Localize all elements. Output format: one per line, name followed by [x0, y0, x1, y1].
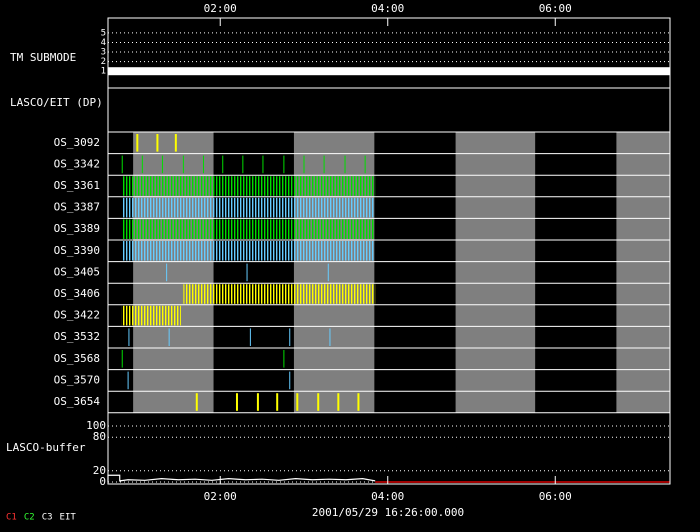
shaded-interval [133, 132, 214, 413]
x-tick-label: 06:00 [539, 2, 572, 15]
date-label: 2001/05/29 16:26:00.000 [312, 506, 464, 519]
legend-entry: EIT [60, 513, 77, 523]
event-burst [122, 219, 374, 239]
x-tick-label: 04:00 [371, 2, 404, 15]
y-tick-label: 3 [101, 48, 106, 58]
row-label: OS_3422 [54, 309, 100, 322]
buffer-label: LASCO-buffer [6, 441, 86, 454]
plot-frame [107, 17, 671, 485]
y-tick-label: 0 [99, 475, 106, 488]
shaded-interval [455, 132, 536, 413]
event-burst [122, 197, 374, 218]
event-burst [122, 176, 376, 196]
row-label: OS_3532 [54, 330, 100, 343]
row-label: OS_3570 [54, 373, 100, 386]
row-label: OS_3654 [54, 395, 101, 408]
y-tick-label: 100 [86, 419, 106, 432]
y-tick-label: 5 [101, 28, 106, 38]
y-tick-label: 4 [101, 38, 106, 48]
row-label: OS_3405 [54, 265, 100, 278]
legend-entry: C1 [6, 513, 17, 523]
shaded-interval [293, 132, 375, 413]
row-label: OS_3342 [54, 157, 100, 170]
legend-entry: C3 [42, 513, 53, 523]
y-tick-label: 80 [93, 430, 106, 443]
x-tick-label: 06:00 [539, 490, 572, 503]
row-label: OS_3390 [54, 244, 100, 257]
group-label: LASCO/EIT (DP) [10, 96, 103, 109]
x-tick-label: 04:00 [371, 490, 404, 503]
submode-label: TM SUBMODE [10, 51, 76, 64]
event-burst [122, 241, 374, 261]
legend-entry: C2 [24, 513, 35, 523]
row-label: OS_3406 [54, 287, 100, 300]
event-burst [121, 305, 181, 326]
row-label: OS_3361 [54, 179, 100, 192]
row-label: OS_3092 [54, 136, 100, 149]
row-label: OS_3568 [54, 352, 100, 365]
x-tick-label: 02:00 [204, 2, 237, 15]
shaded-interval [616, 132, 670, 413]
y-tick-label: 20 [93, 464, 106, 477]
x-tick-label: 02:00 [204, 490, 237, 503]
row-label: OS_3387 [54, 201, 100, 214]
y-tick-label: 2 [101, 57, 106, 67]
row-label: OS_3389 [54, 222, 100, 235]
event-burst [183, 284, 376, 304]
y-tick-label: 1 [101, 67, 106, 77]
submode-bar [108, 67, 670, 76]
